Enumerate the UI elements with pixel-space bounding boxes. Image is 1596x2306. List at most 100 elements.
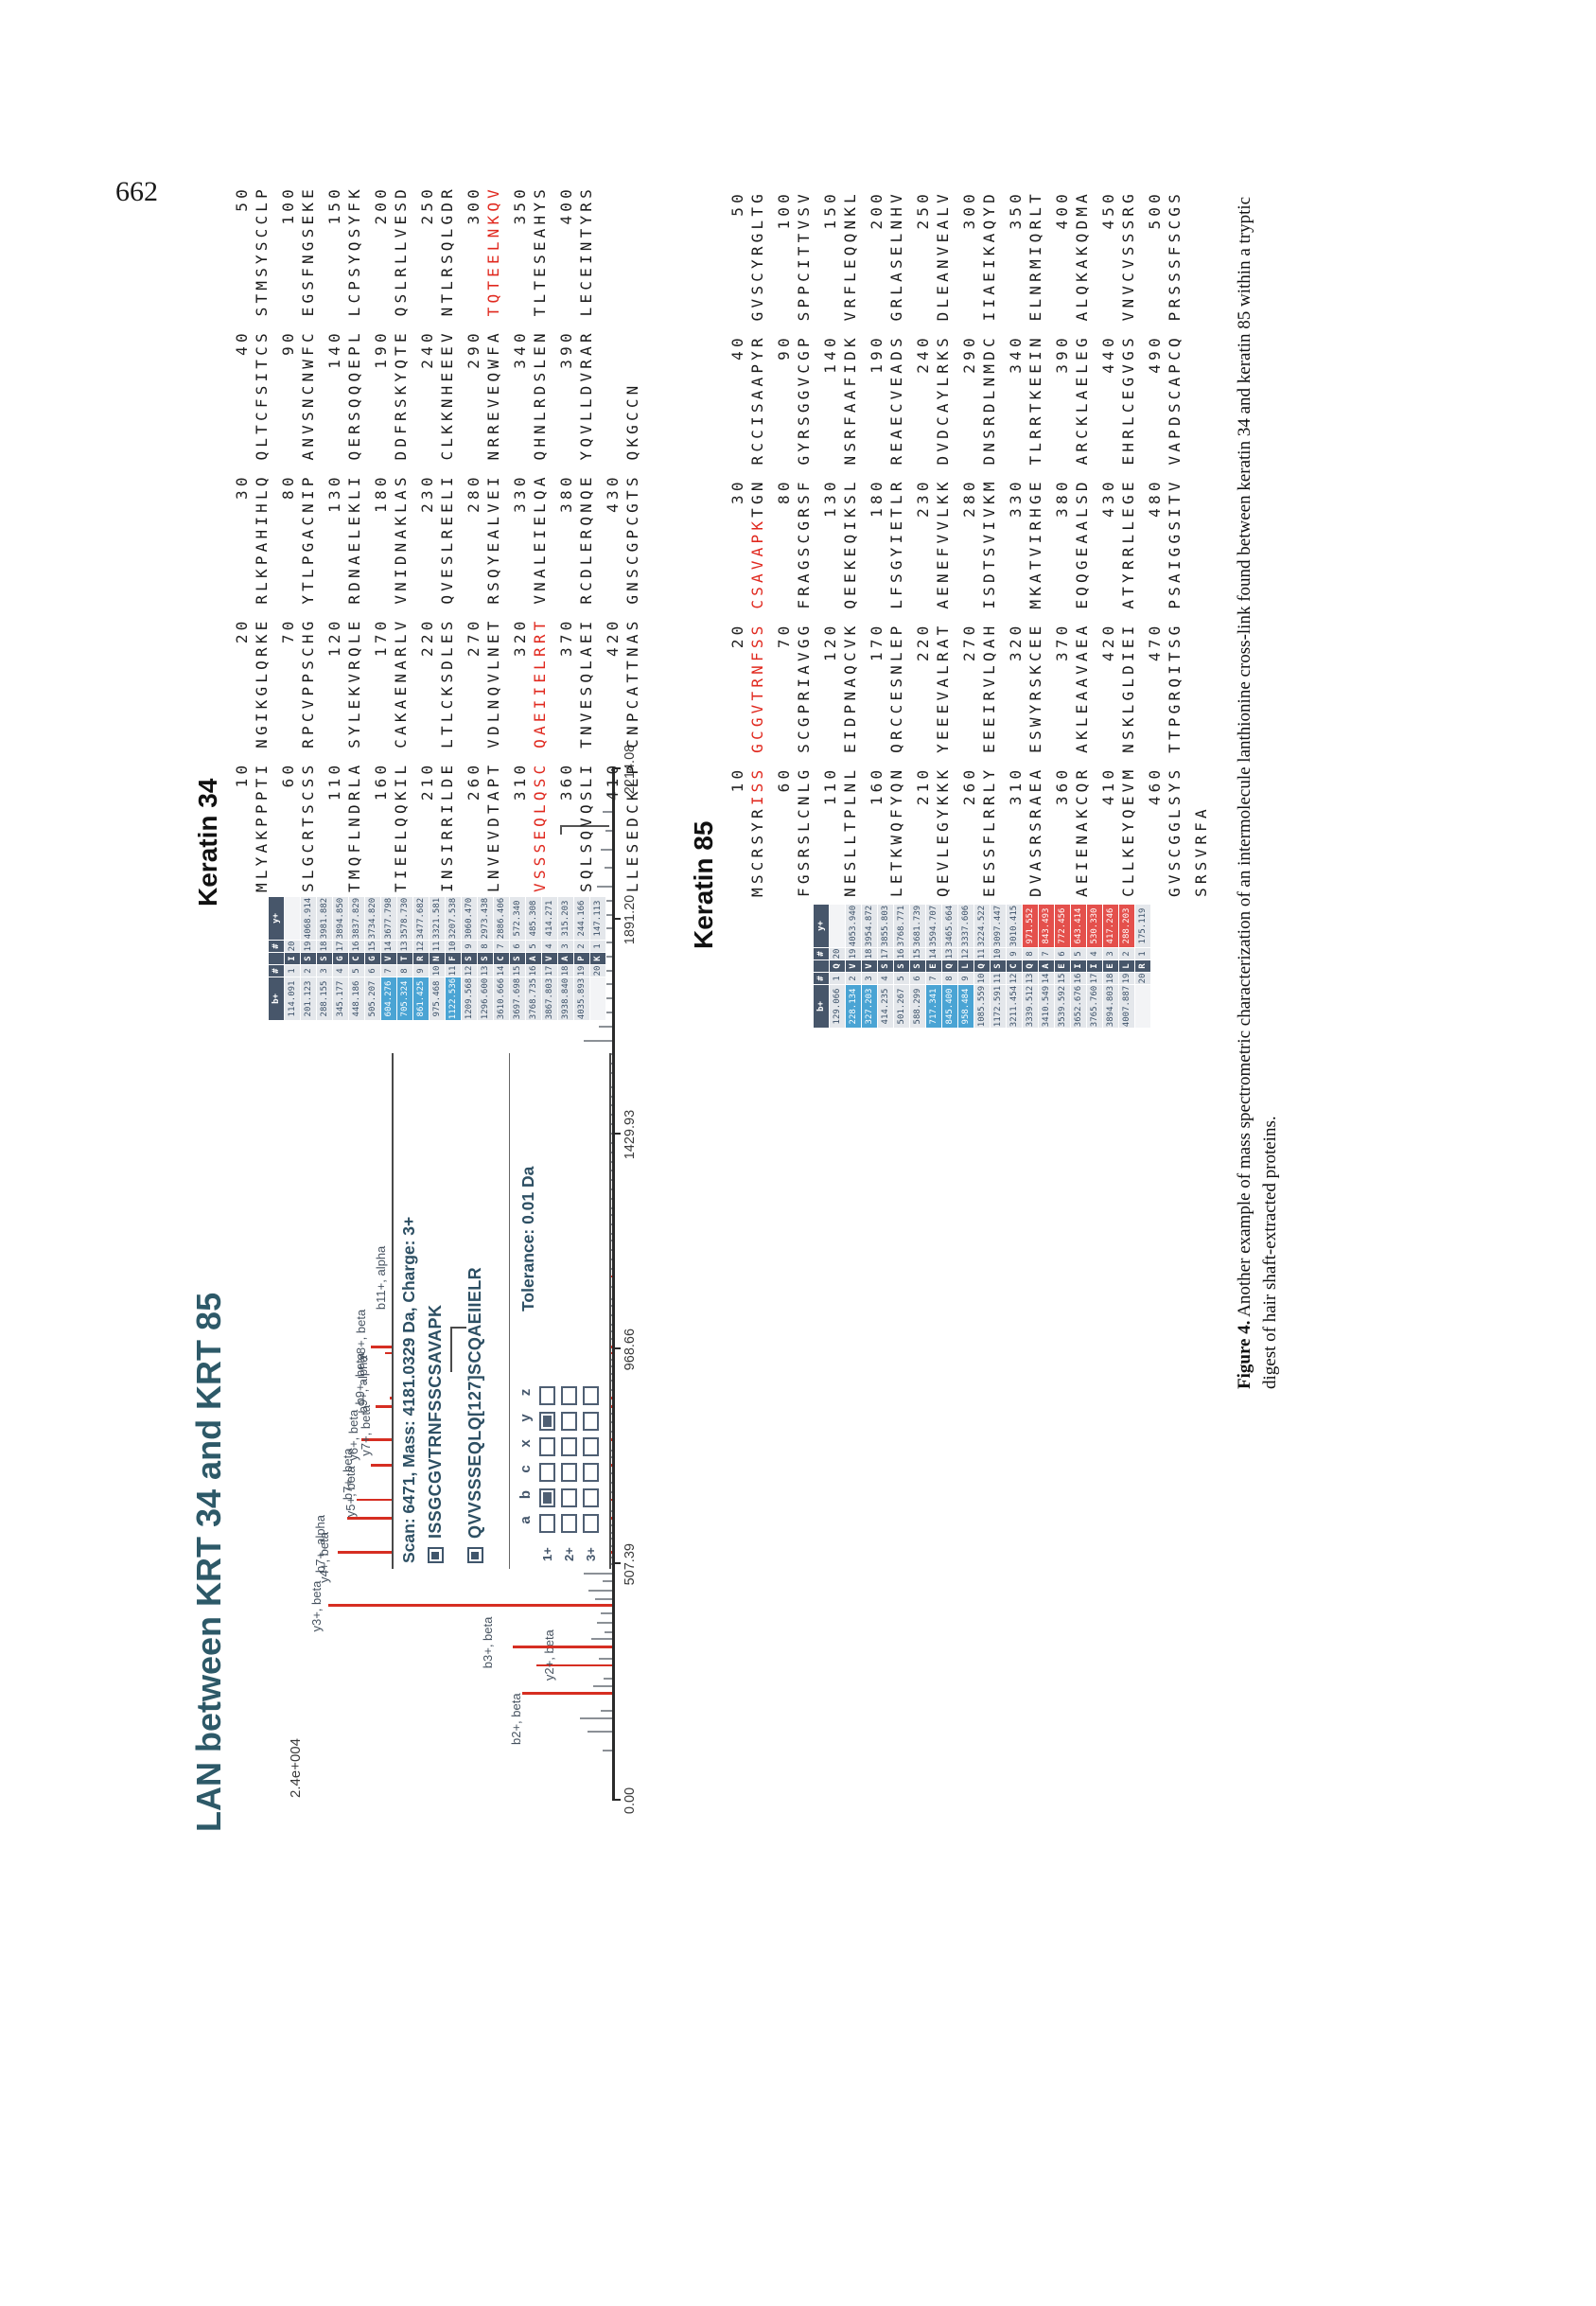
residue-numbers: 160 170 180 190 200 xyxy=(868,190,886,897)
ion-table-cell: 13 xyxy=(397,941,412,952)
ion-table-cell: # xyxy=(814,973,829,984)
axis-tick-label: 507.39 xyxy=(623,1543,638,1586)
ion-table-cell: 12 xyxy=(958,948,973,959)
ion-table-cell: 3 xyxy=(558,941,573,952)
figure-caption: Figure 4. Another example of mass spectr… xyxy=(1232,131,1338,1389)
ion-table-cell: 20 xyxy=(285,941,300,952)
ion-table-cell: 4 xyxy=(542,941,557,952)
ion-table-cell: 288.155 xyxy=(317,977,332,1020)
ion-table-cell: S xyxy=(894,960,909,972)
ion-table-cell: 13 xyxy=(478,965,493,977)
ion-table-row: 4035.893 19 P 2 244.166 xyxy=(574,895,589,1020)
ion-checkbox-icon xyxy=(583,1488,599,1507)
ion-table-cell: 17 xyxy=(878,948,893,959)
axis-tick-label: 1429.93 xyxy=(623,1109,638,1160)
ion-table-cell: 3410.549 xyxy=(1039,985,1054,1028)
ion-table-cell: 9 xyxy=(1007,948,1022,959)
ion-table-cell: 3211.454 xyxy=(1007,985,1022,1028)
sequence-line: CLLKEYQEVM NSKLGLDIEI ATYRRLLEGE EHRLCEG… xyxy=(1119,190,1137,897)
ion-table-cell: 19 xyxy=(846,948,861,959)
sequence-row: 460 470 480 490 500 GVSCGGLSYS TTPGRQITSG… xyxy=(1146,190,1184,949)
ion-table-cell: 3 xyxy=(1103,948,1118,959)
ion-table-cell: 15 xyxy=(510,965,525,977)
ion-table-row: 1122.536 11 F 10 3207.538 xyxy=(446,895,461,1020)
ion-table-cell: 5 xyxy=(894,973,909,984)
sequence-line: MLYAKPPPTI NGIKGLQRKE RLKPAHIHLQ QLTCFSI… xyxy=(253,185,271,892)
spectrum-peak xyxy=(580,1716,612,1719)
ion-table-cell: 3938.840 xyxy=(558,977,573,1020)
ion-table-cell: 14 xyxy=(926,948,941,959)
charge-row-label: 3+ xyxy=(584,1547,598,1561)
ion-table-row: 288.155 3 S 18 3981.882 xyxy=(317,895,332,1020)
ion-table-cell: 3339.512 xyxy=(1023,985,1038,1028)
ion-checkbox-icon xyxy=(561,1412,577,1431)
ion-table-cell: 2 xyxy=(574,941,589,952)
ion-table-cell: G xyxy=(333,953,348,964)
ion-table-row: 3938.840 18 A 3 315.203 xyxy=(558,895,573,1020)
ion-table-cell: 15 xyxy=(910,948,925,959)
peak-label: b11+, alpha xyxy=(374,1245,388,1311)
sequence-row: 210 220 230 240 250 QEVLEGYKKK YEEEVALRAT… xyxy=(914,190,953,949)
spectrum-peak xyxy=(584,1573,612,1575)
ion-table-cell: 1209.568 xyxy=(462,977,477,1020)
peptide-beta-sequence: QVVSSSEQLQ[127]SCQAEIIELR xyxy=(465,1266,484,1539)
ion-table-cell: 17 xyxy=(542,965,557,977)
ion-table-cell: 18 xyxy=(1103,973,1118,984)
ion-table-cell: 3894.803 xyxy=(1103,985,1118,1028)
ion-table-cell: 11 xyxy=(446,965,461,977)
ion-table-cell: V xyxy=(381,953,396,964)
ion-table-cell: 114.091 xyxy=(285,977,300,1020)
sequence-row: 310 320 330 340 350 DVASRSRAEA ESWYRSKCEE… xyxy=(1007,190,1045,949)
ion-table-cell: 501.267 xyxy=(894,985,909,1028)
sequence-row: 210 220 230 240 250 INSIRRILDE LTLCKSDLES… xyxy=(418,185,457,907)
ion-table-cell: 3 xyxy=(862,973,877,984)
ion-checkbox-icon xyxy=(561,1514,577,1533)
ion-table-cell: b+ xyxy=(269,977,284,1020)
ion-table-cell: P xyxy=(574,953,589,964)
ion-table-cell: 18 xyxy=(558,965,573,977)
peptide-beta-row: QVVSSSEQLQ[127]SCQAEIIELR xyxy=(465,1267,485,1563)
spectrum-peak xyxy=(601,1612,612,1615)
sequence-row: 360 370 380 390 400 AEIENAKCQR AKLEAAVAEA… xyxy=(1053,190,1092,949)
sequence-row: 410 420 430 LLESEDCKLP CNPCATTNAS GNSCGPC… xyxy=(604,185,642,907)
ion-table-cell: S xyxy=(991,960,1006,972)
ion-table-cell: Q xyxy=(974,960,990,972)
spectrum-peak xyxy=(601,1710,612,1713)
ion-table-row: 1296.600 13 S 8 2973.438 xyxy=(478,895,493,1020)
ion-table-cell: R xyxy=(413,953,429,964)
ion-table-cell: 717.341 xyxy=(926,985,941,1028)
ion-table-row: 201.123 2 S 19 4068.914 xyxy=(301,895,316,1020)
ion-series-header: x xyxy=(517,1439,534,1448)
ion-table-cell: 17 xyxy=(333,941,348,952)
axis-tick-label: 0.00 xyxy=(623,1787,638,1815)
ion-table-cell: 4007.887 xyxy=(1119,985,1134,1028)
ion-table-cell: # xyxy=(814,948,829,959)
ion-table-cell: K xyxy=(590,953,605,964)
ion-checkbox-icon xyxy=(539,1463,555,1482)
spectrum-peak xyxy=(597,1621,612,1624)
ion-table-cell: 4 xyxy=(333,965,348,977)
residue-numbers: 260 270 280 290 300 xyxy=(465,185,482,892)
ion-table-cell: 11 xyxy=(430,941,445,952)
ion-table-cell xyxy=(814,960,829,972)
ion-type-grid: a b c x y z 1+ 2+ 3+ xyxy=(515,1380,602,1561)
tolerance-label: Tolerance: 0.01 Da xyxy=(518,1166,537,1311)
spectrum-peak xyxy=(591,1638,612,1641)
ion-table-cell: 10 xyxy=(974,973,990,984)
sequence-row: 410 420 430 440 450 CLLKEYQEVM NSKLGLDIEI… xyxy=(1099,190,1138,949)
charge-row-label: 1+ xyxy=(540,1547,554,1561)
ion-table-row: 705.324 8 T 13 3578.730 xyxy=(397,895,412,1020)
sequence-line: LLESEDCKLP CNPCATTNAS GNSCGPCGTS QKGCCN xyxy=(623,381,641,892)
sequence-line: MSCRSYRISS GCGVTRNFSS CSAVAPKTGN RCCISAA… xyxy=(748,190,766,897)
peptide-checkbox-icon xyxy=(467,1547,483,1563)
ion-table-cell: C xyxy=(494,953,509,964)
ion-table-cell: I xyxy=(1087,960,1102,972)
ion-table-cell: 5 xyxy=(349,965,364,977)
axis-tick-label: 968.66 xyxy=(623,1328,638,1371)
ion-table-cell: 1172.591 xyxy=(991,985,1006,1028)
intensity-axis-label: 2.4e+004 xyxy=(288,1738,304,1798)
ion-table-cell: 19 xyxy=(301,941,316,952)
ion-table-cell: 16 xyxy=(1071,973,1086,984)
ion-table-cell: 2 xyxy=(846,973,861,984)
